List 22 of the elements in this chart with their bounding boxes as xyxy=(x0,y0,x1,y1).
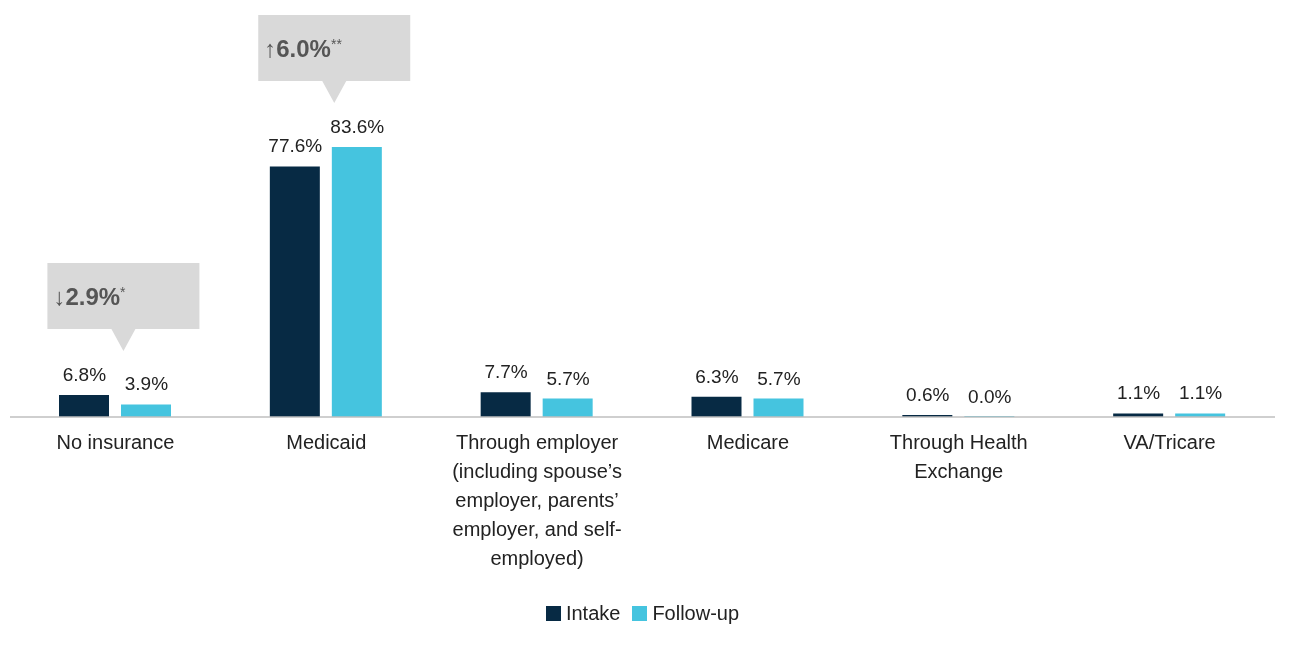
data-label: 6.8% xyxy=(62,364,107,386)
legend-label: Intake xyxy=(564,602,621,625)
data-label: 77.6% xyxy=(268,135,323,157)
data-label: 5.7% xyxy=(757,367,801,389)
text: ↑6.0%$^{**}$ xyxy=(264,35,343,62)
annotation: ↓2.9%$^{*}$ xyxy=(53,283,127,311)
x-tick-label: VA/Tricare xyxy=(1123,431,1216,453)
data-label: 83.6% xyxy=(330,116,385,137)
x-tick-label: Medicare xyxy=(706,431,790,453)
x-tick-label: Medicaid xyxy=(286,431,367,453)
data-label: 0.6% xyxy=(906,384,950,406)
data-label: 6.3% xyxy=(695,365,739,387)
x-tick-label: Through Health Exchange xyxy=(889,431,1028,482)
legend-label: Follow-up xyxy=(651,602,740,625)
data-label: 1.1% xyxy=(1116,382,1161,404)
data-label: 7.7% xyxy=(484,361,528,383)
x-tick-label: No insurance xyxy=(56,431,175,453)
data-label: 3.9% xyxy=(124,373,169,395)
data-label: 1.1% xyxy=(1178,382,1223,404)
x-tick-label: Through employer (including spouse’s employer, parents’ employer, and self-employed) xyxy=(452,431,622,569)
data-label: 0.0% xyxy=(968,386,1012,407)
data-label: 5.7% xyxy=(546,367,590,389)
